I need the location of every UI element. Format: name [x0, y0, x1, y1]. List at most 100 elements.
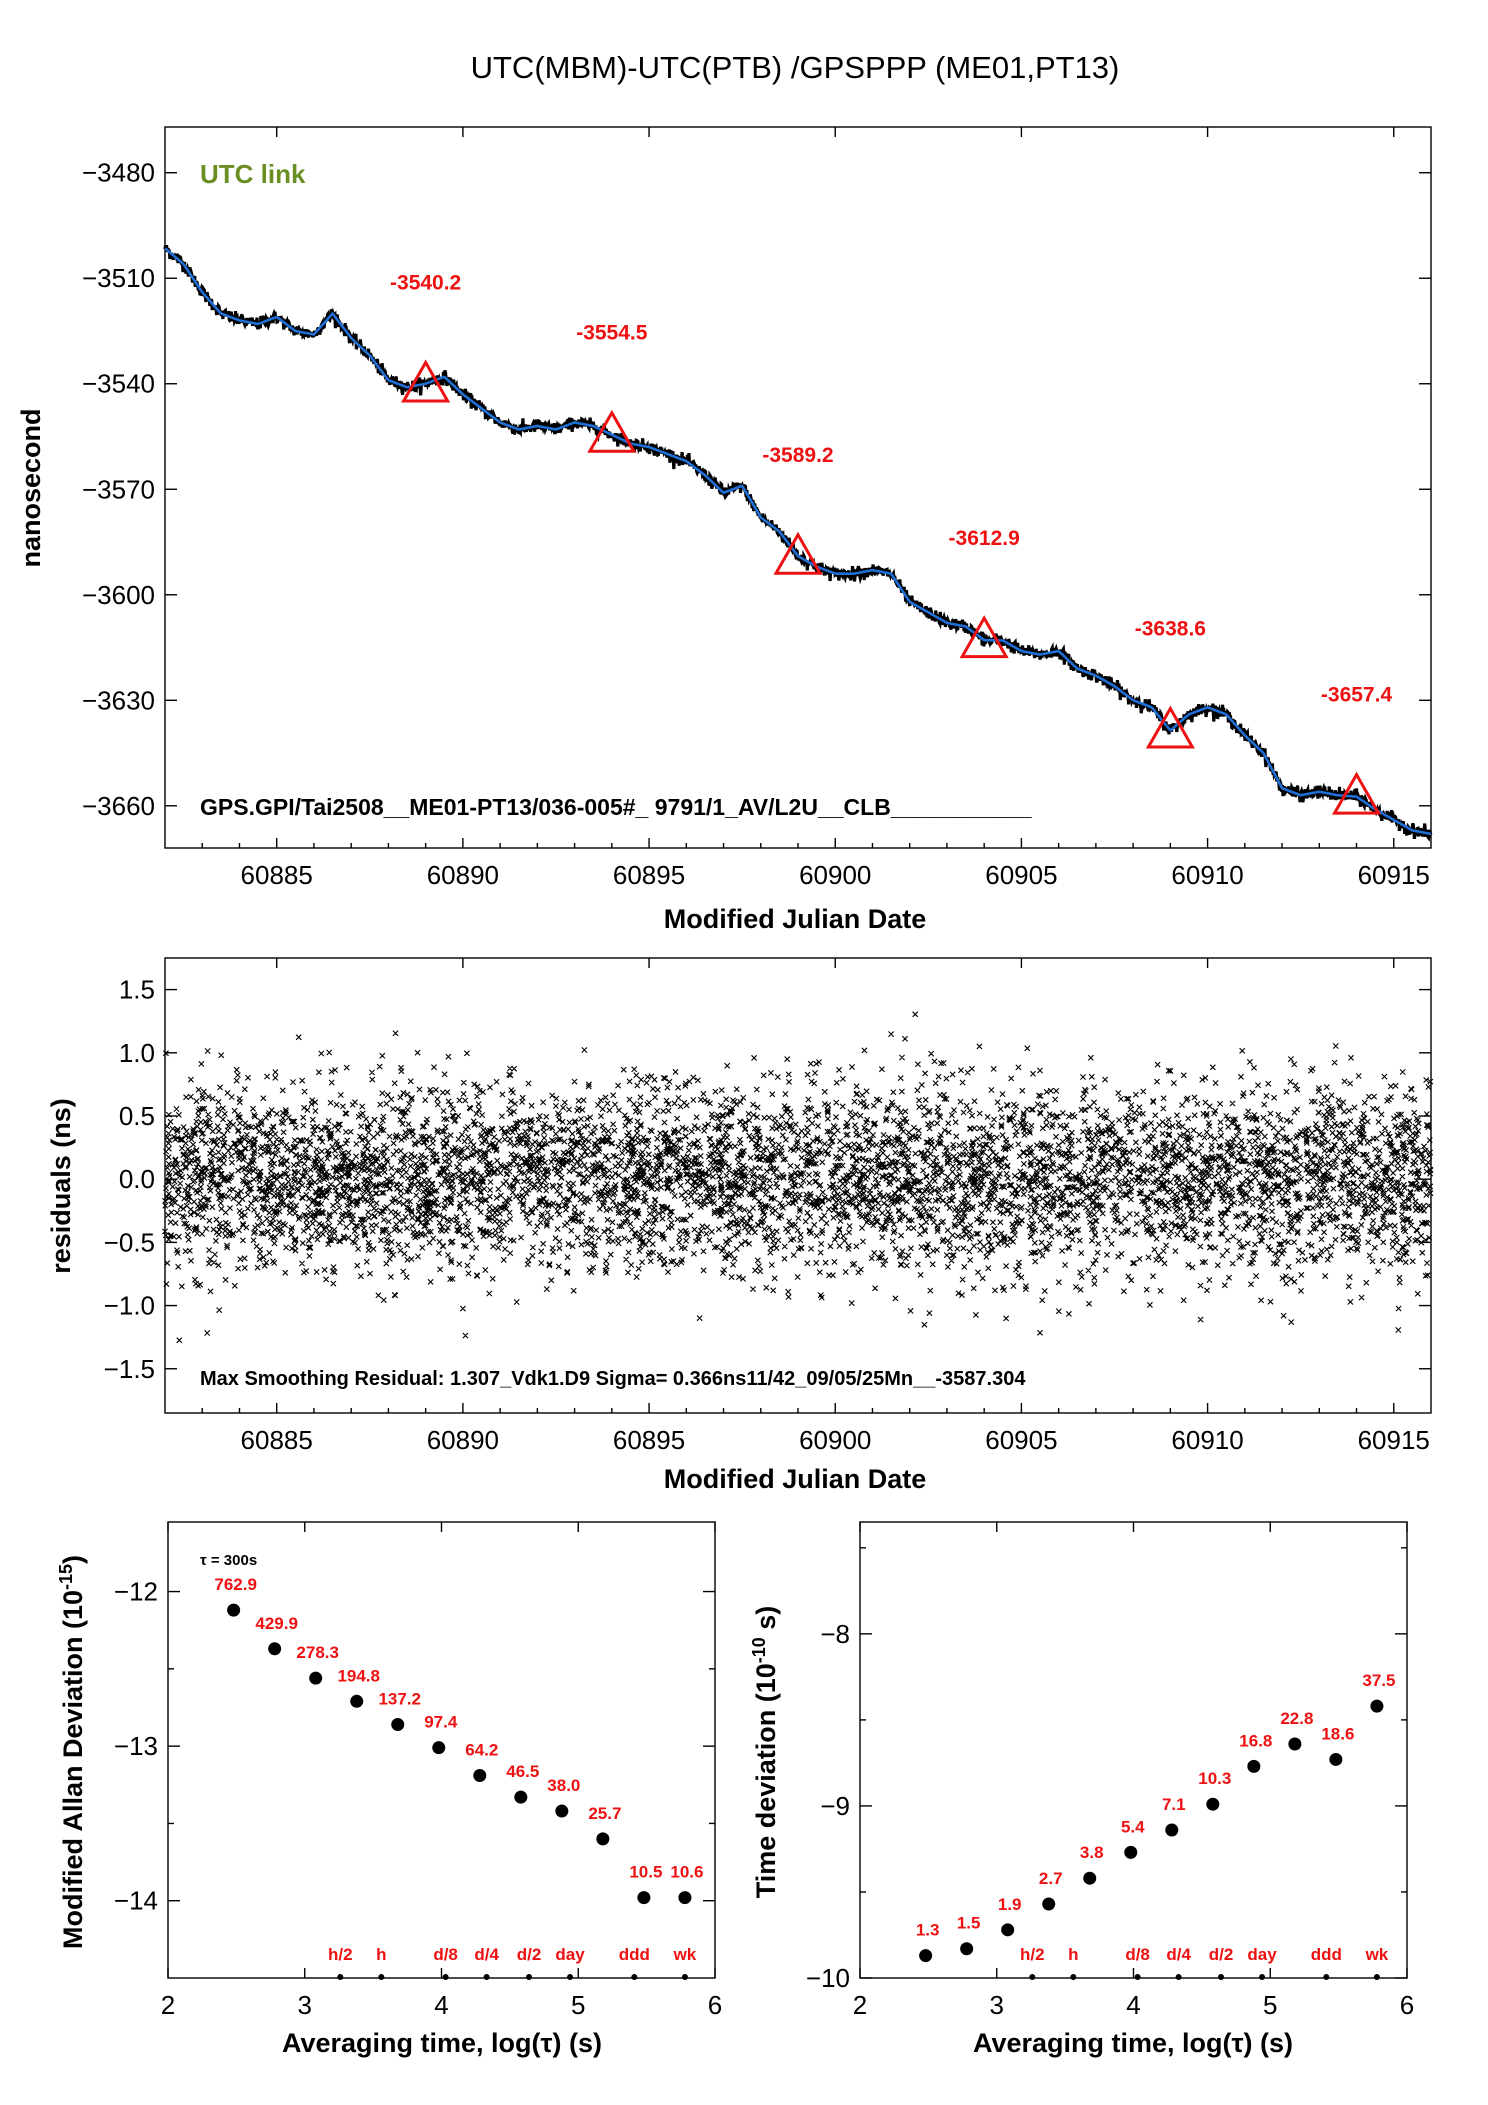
panel4-ytick-label: −10 [806, 1963, 850, 1993]
panel1-raw-trace [163, 245, 1433, 842]
panel3-point-label: 64.2 [465, 1741, 498, 1760]
panel3-time-mark-label: ddd [619, 1945, 650, 1964]
panel4-time-mark [1070, 1974, 1077, 1980]
panel3-point [268, 1642, 282, 1656]
panel2-xtick-label: 60895 [613, 1425, 685, 1455]
panel4-ylabel-base: Time deviation (10 [751, 1663, 781, 1898]
panel4-time-mark-label: wk [1365, 1945, 1389, 1964]
panel1-frame [164, 126, 1432, 849]
panel1-marker-label: -3638.6 [1135, 618, 1206, 641]
panel2-xtick-label: 60890 [427, 1425, 499, 1455]
panel1-xtick-label: 60885 [241, 860, 313, 890]
panel1-xtick-label: 60900 [799, 860, 871, 890]
panel3-time-mark [337, 1974, 344, 1980]
panel3-time-mark [442, 1974, 449, 1980]
panel4-point [1329, 1752, 1343, 1766]
panel3-point-label: 97.4 [424, 1713, 458, 1732]
panel1-marker-triangle [959, 615, 1009, 659]
panel1-smoothed-series [164, 247, 1432, 836]
panel4-point-label: 22.8 [1280, 1709, 1313, 1728]
panel3-ytick-label: −13 [114, 1731, 158, 1761]
panel3-point-label: 46.5 [506, 1762, 539, 1781]
panel1-markers: -3540.2 -3554.5 -3589.2 -3612.9 -3638.6 -3657… [390, 271, 1392, 815]
panel4-ylabel: Time deviation (10-10 s) [749, 1606, 781, 1899]
panel2-xtick-label: 60885 [241, 1425, 313, 1455]
panel4-point-label: 37.5 [1362, 1671, 1395, 1690]
panel1-link-label: UTC link [200, 159, 306, 189]
panel4-point-label: 2.7 [1039, 1869, 1063, 1888]
panel3-ytick-label: −14 [114, 1886, 158, 1916]
panel3-point-label: 10.5 [629, 1863, 662, 1882]
panel1-xtick-label: 60890 [427, 860, 499, 890]
panel3-time-mark [483, 1974, 490, 1980]
panel2-xtick-label: 60900 [799, 1425, 871, 1455]
panel-modified-allan-deviation: 2 3 4 5 6 −12 −13 −14 762.9 429.9 278.3 194.8 137.2… [56, 1521, 722, 2058]
panel3-point [596, 1832, 610, 1846]
panel1-marker-triangle [587, 409, 637, 453]
panel4-ytick-label: −8 [820, 1619, 850, 1649]
panel3-ytick-label: −12 [114, 1577, 158, 1607]
panel2-ytick-label: −1.0 [104, 1291, 155, 1321]
panel2-ticks: 60885 60890 60895 60900 60905 60910 60915 1.5 1.… [104, 958, 1431, 1455]
panel1-marker-triangle [773, 531, 823, 575]
panel4-point-label: 1.5 [957, 1914, 981, 1933]
panel1-ylabel: nanosecond [16, 408, 46, 567]
panel4-time-mark [1218, 1974, 1225, 1980]
panel3-ylabel-base: Modified Allan Deviation (10 [58, 1590, 88, 1949]
panel1-xtick-label: 60910 [1171, 860, 1243, 890]
panel3-time-mark-label: d/2 [517, 1945, 542, 1964]
panel4-point [1042, 1897, 1056, 1911]
panel3-time-mark-label: d/4 [474, 1945, 499, 1964]
panel1-marker-label: -3554.5 [576, 322, 648, 345]
panel3-time-mark-label: h [376, 1945, 386, 1964]
panel1-marker-triangle [1145, 705, 1195, 749]
panel3-xlabel: Averaging time, log(τ) (s) [282, 2028, 602, 2058]
panel3-time-mark [681, 1974, 688, 1980]
panel4-time-mark [1134, 1974, 1141, 1980]
panel3-xtick-label: 2 [161, 1990, 175, 2020]
panel4-point-label: 18.6 [1321, 1724, 1354, 1743]
panel1-ytick-label: −3600 [82, 580, 155, 610]
panel1-ytick-label: −3510 [82, 263, 155, 293]
panel3-time-mark-label: wk [673, 1945, 697, 1964]
panel4-time-mark-label: h [1068, 1945, 1078, 1964]
panel3-point-label: 429.9 [255, 1614, 298, 1633]
panel4-frame [859, 1521, 1408, 1979]
panel4-point-label: 1.9 [998, 1895, 1022, 1914]
panel3-point [678, 1891, 692, 1905]
panel3-point-label: 278.3 [296, 1643, 339, 1662]
panel4-time-mark [1323, 1974, 1330, 1980]
panel4-points: 1.3 1.5 1.9 2.7 3.8 5.4 7.1 10.3 16.8 22.8 18.6 37.… [916, 1671, 1395, 1980]
panel2-xtick-label: 60910 [1171, 1425, 1243, 1455]
panel3-xtick-label: 6 [708, 1990, 722, 2020]
panel3-points: 762.9 429.9 278.3 194.8 137.297.4 64.2 46.5 38.… [214, 1575, 703, 1980]
panel3-time-mark-label: h/2 [328, 1945, 353, 1964]
panel1-ytick-label: −3480 [82, 158, 155, 188]
panel4-ticks: 2 3 4 5 6 −8 −9 −10 [806, 1522, 1414, 2020]
panel3-xtick-label: 4 [434, 1990, 448, 2020]
panel1-marker-label: -3540.2 [390, 271, 461, 294]
panel2-xtick-label: 60915 [1358, 1425, 1430, 1455]
panel3-time-mark [567, 1974, 574, 1980]
panel4-point-label: 1.3 [916, 1921, 940, 1940]
panel4-point [960, 1942, 974, 1956]
panel3-point-label: 25.7 [588, 1804, 621, 1823]
panel4-xtick-label: 5 [1263, 1990, 1277, 2020]
panel2-ytick-label: 1.5 [119, 975, 155, 1005]
panel4-time-mark [1373, 1974, 1380, 1980]
panel1-marker-label: -3612.9 [949, 527, 1020, 550]
panel1-series [163, 245, 1433, 842]
panel3-point-label: 194.8 [337, 1666, 380, 1685]
chart-title: UTC(MBM)-UTC(PTB) /GPSPPP (ME01,PT13) [471, 50, 1120, 85]
panel4-time-mark [1175, 1974, 1182, 1980]
panel1-xlabel: Modified Julian Date [664, 904, 927, 934]
panel3-time-mark [631, 1974, 638, 1980]
panel2-ytick-label: 0.5 [119, 1101, 155, 1131]
panel1-xtick-label: 60905 [985, 860, 1057, 890]
panel3-point [309, 1671, 323, 1685]
panel1-footer: GPS.GPI/Tai2508__ME01-PT13/036-005#_ 979… [200, 794, 1032, 820]
panel3-point-label: 10.6 [670, 1863, 703, 1882]
panel1-ytick-label: −3570 [82, 474, 155, 504]
panel1-marker-label: -3589.2 [762, 444, 833, 467]
